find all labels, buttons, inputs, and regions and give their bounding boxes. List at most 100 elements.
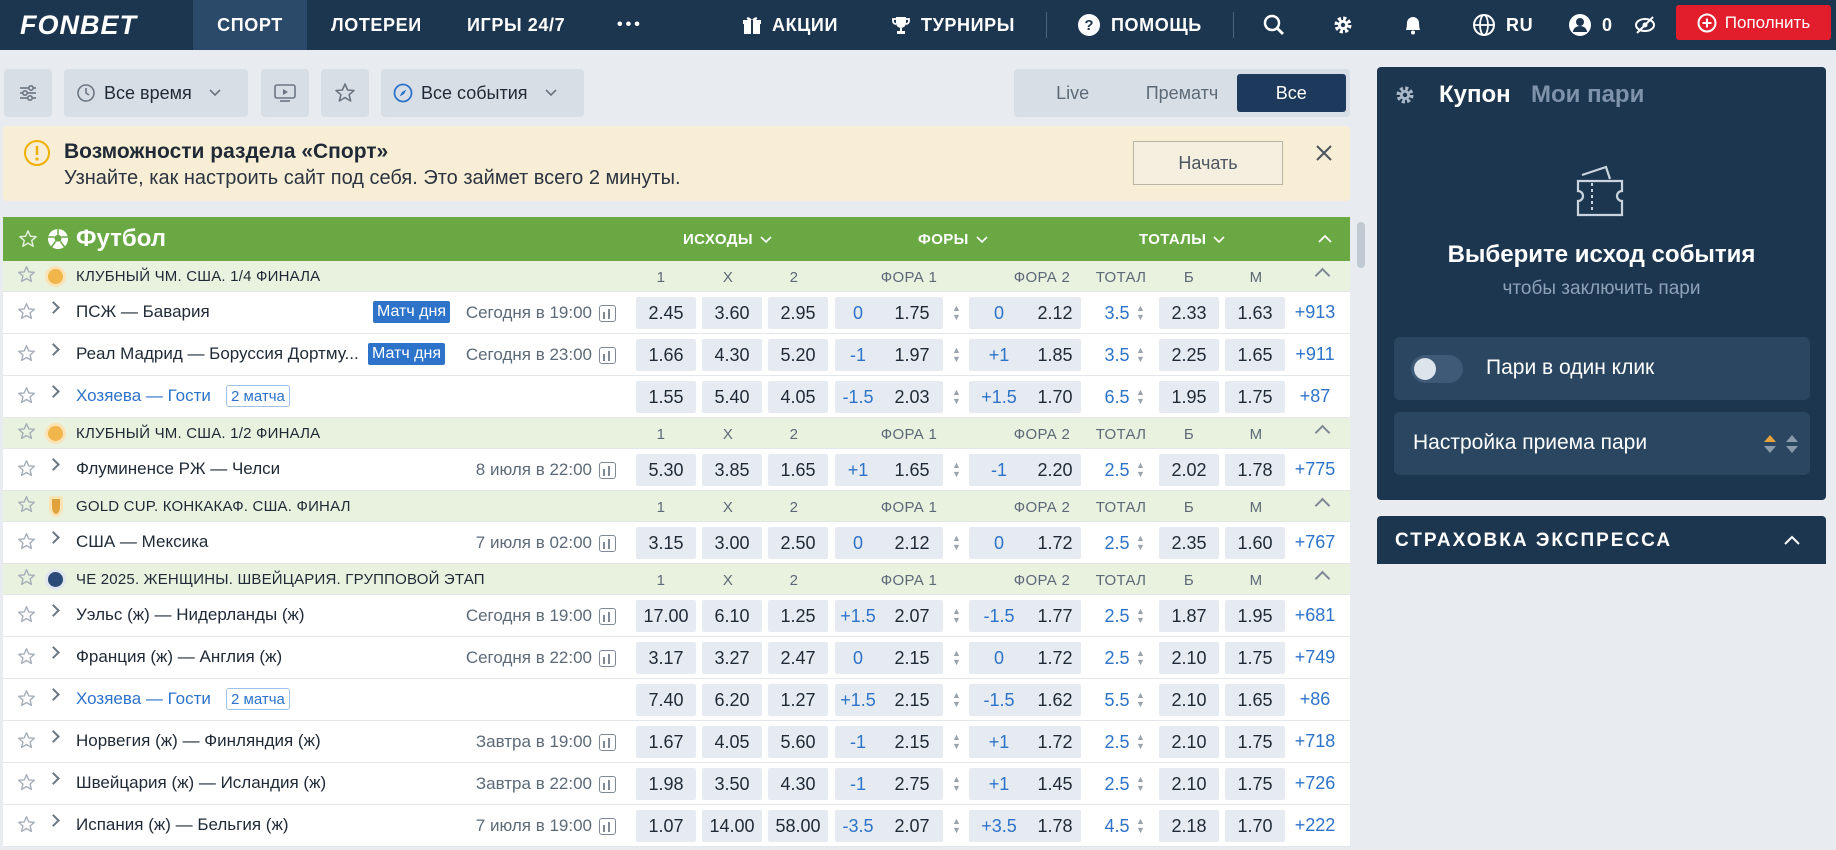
statistics-icon[interactable] [599,776,616,793]
total-over-odd[interactable]: 2.10 [1159,726,1219,758]
odd-2[interactable]: 1.65 [768,454,828,486]
nav-tournaments[interactable]: ТУРНИРЫ [891,0,1015,50]
statistics-icon[interactable] [599,535,616,552]
chevron-up-icon[interactable] [1314,424,1331,441]
handicap-1-odd[interactable]: 1.65 [881,454,943,486]
events-dropdown[interactable]: Все события [381,69,584,117]
one-click-toggle[interactable] [1411,355,1463,383]
handicap-1-odd[interactable]: 1.75 [881,297,943,329]
outcomes-header[interactable]: ИСХОДЫ [683,231,773,248]
nav-games[interactable]: ИГРЫ 24/7 [467,14,566,35]
total-over-odd[interactable]: 2.10 [1159,684,1219,716]
odd-1[interactable]: 2.45 [636,297,696,329]
total-under-odd[interactable]: 1.75 [1225,768,1285,800]
chevron-right-icon[interactable] [47,772,60,785]
match-row[interactable]: Норвегия (ж) — Финляндия (ж) Завтра в 19:… [3,721,1350,763]
total-over-odd[interactable]: 1.87 [1159,600,1219,632]
odd-x[interactable]: 14.00 [702,810,762,842]
odd-1[interactable]: 1.67 [636,726,696,758]
more-markets-link[interactable]: +767 [1294,532,1336,552]
odd-2[interactable]: 2.95 [768,297,828,329]
total-under-odd[interactable]: 1.65 [1225,684,1285,716]
express-insurance-header[interactable]: СТРАХОВКА ЭКСПРЕССА [1377,516,1826,564]
match-name[interactable]: Хозяева — Гости [76,689,211,708]
chevron-right-icon[interactable] [47,301,60,314]
search-icon[interactable] [1263,0,1285,50]
odd-x[interactable]: 6.10 [702,600,762,632]
odd-1[interactable]: 17.00 [636,600,696,632]
more-markets-link[interactable]: +718 [1294,731,1336,751]
statistics-icon[interactable] [599,347,616,364]
chevron-right-icon[interactable] [47,688,60,701]
odd-1[interactable]: 1.55 [636,381,696,413]
handicaps-header[interactable]: ФОРЫ [918,231,989,248]
more-markets-link[interactable]: +86 [1299,689,1331,709]
odd-2[interactable]: 1.25 [768,600,828,632]
tab-my-bets[interactable]: Мои пари [1531,81,1645,108]
match-name[interactable]: Норвегия (ж) — Финляндия (ж) [76,731,321,750]
odd-1[interactable]: 1.66 [636,339,696,371]
handicap-2-odd[interactable]: 1.77 [1029,600,1081,632]
star-icon[interactable] [17,532,36,557]
handicap-1-odd[interactable]: 2.15 [881,726,943,758]
odd-2[interactable]: 5.20 [768,339,828,371]
handicap-2-odd[interactable]: 1.72 [1029,527,1081,559]
star-icon[interactable] [18,229,38,249]
fonbet-logo[interactable]: FONBET [20,9,137,40]
chevron-right-icon[interactable] [47,385,60,398]
live-stream-button[interactable] [261,69,309,117]
star-icon[interactable] [17,495,36,520]
star-icon[interactable] [17,731,36,756]
match-row[interactable]: Флуминенсе РЖ — Челси 8 июля в 22:00 5.30 3… [3,449,1350,491]
match-name[interactable]: Хозяева — Гости [76,386,211,405]
tab-coupon[interactable]: Купон [1439,81,1511,108]
odd-x[interactable]: 3.00 [702,527,762,559]
handicap-1-odd[interactable]: 2.07 [881,600,943,632]
odd-x[interactable]: 3.60 [702,297,762,329]
odd-2[interactable]: 4.05 [768,381,828,413]
odd-x[interactable]: 3.85 [702,454,762,486]
total-under-odd[interactable]: 1.60 [1225,527,1285,559]
gear-icon[interactable] [1332,0,1354,50]
handicap-2-odd[interactable]: 1.85 [1029,339,1081,371]
odd-1[interactable]: 3.17 [636,642,696,674]
total-under-odd[interactable]: 1.78 [1225,454,1285,486]
statistics-icon[interactable] [599,818,616,835]
handicap-1-odd[interactable]: 2.07 [881,810,943,842]
total-over-odd[interactable]: 2.10 [1159,768,1219,800]
handicap-1-odd[interactable]: 2.15 [881,684,943,716]
more-markets-link[interactable]: +726 [1294,773,1336,793]
gear-icon[interactable] [1394,84,1416,106]
star-icon[interactable] [17,422,36,447]
total-over-odd[interactable]: 2.02 [1159,454,1219,486]
chevron-right-icon[interactable] [47,730,60,743]
segment-all[interactable]: Все [1236,74,1346,112]
match-name[interactable]: Реал Мадрид — Боруссия Дортму... [76,344,359,363]
account-balance[interactable]: 0 [1568,0,1613,50]
bell-icon[interactable] [1402,0,1424,50]
odd-x[interactable]: 4.05 [702,726,762,758]
chevron-up-icon[interactable] [1314,267,1331,284]
odd-1[interactable]: 3.15 [636,527,696,559]
match-name[interactable]: Флуминенсе РЖ — Челси [76,459,281,478]
league-row[interactable]: КЛУБНЫЙ ЧМ. США. 1/4 ФИНАЛА 1 X 2 ФОРА 1 ФОРА… [3,261,1350,292]
language-selector[interactable]: RU [1472,0,1533,50]
total-under-odd[interactable]: 1.65 [1225,339,1285,371]
match-name[interactable]: Испания (ж) — Бельгия (ж) [76,815,289,834]
more-markets-link[interactable]: +681 [1294,605,1336,625]
totals-header[interactable]: ТОТАЛЫ [1139,231,1226,248]
chevron-right-icon[interactable] [47,458,60,471]
match-row[interactable]: США — Мексика 7 июля в 02:00 3.15 3.00 2.50 0… [3,522,1350,564]
matches-count-badge[interactable]: 2 матча [226,688,290,710]
favorites-button[interactable] [321,69,369,117]
odd-2[interactable]: 58.00 [768,810,828,842]
more-markets-link[interactable]: +911 [1295,344,1335,364]
handicap-2-odd[interactable]: 2.20 [1029,454,1081,486]
match-name[interactable]: Уэльс (ж) — Нидерланды (ж) [76,605,305,624]
league-row[interactable]: ЧЕ 2025. ЖЕНЩИНЫ. ШВЕЙЦАРИЯ. ГРУППОВОЙ Э… [3,564,1350,595]
handicap-2-odd[interactable]: 1.70 [1029,381,1081,413]
match-row[interactable]: Реал Мадрид — Боруссия Дортму... Матч дня… [3,334,1350,376]
match-row[interactable]: Хозяева — Гости 2 матча 7.40 6.20 1.27 +1.5 2.… [3,679,1350,721]
odd-x[interactable]: 3.27 [702,642,762,674]
total-under-odd[interactable]: 1.75 [1225,381,1285,413]
